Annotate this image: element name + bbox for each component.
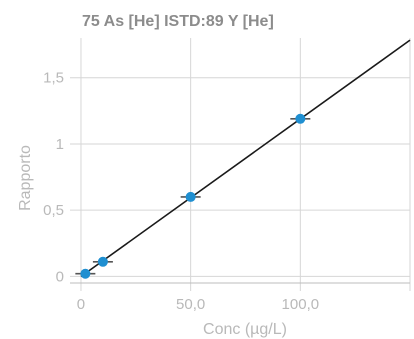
data-point [295,113,306,124]
y-tick-label: 1,5 [43,70,64,87]
y-tick-label: 0 [56,268,64,285]
y-axis-label: Rapporto [17,145,34,211]
fit-line [80,39,411,278]
chart-title: 75 As [He] ISTD:89 Y [He] [82,13,274,30]
data-point [80,268,91,279]
data-point [185,191,196,202]
x-axis-label: Conc (µg/L) [203,321,287,338]
tick-labels: 0 50,0 100,0 0 0,5 1 1,5 [43,70,319,313]
x-tick-label: 0 [77,296,85,313]
x-tick-label: 50,0 [176,296,205,313]
grid [70,38,411,291]
y-tick-label: 1 [56,136,64,153]
fit-line-group [80,39,411,278]
data-point [97,256,108,267]
data-points [75,113,311,279]
y-tick-label: 0,5 [43,202,64,219]
x-tick-label: 100,0 [282,296,320,313]
